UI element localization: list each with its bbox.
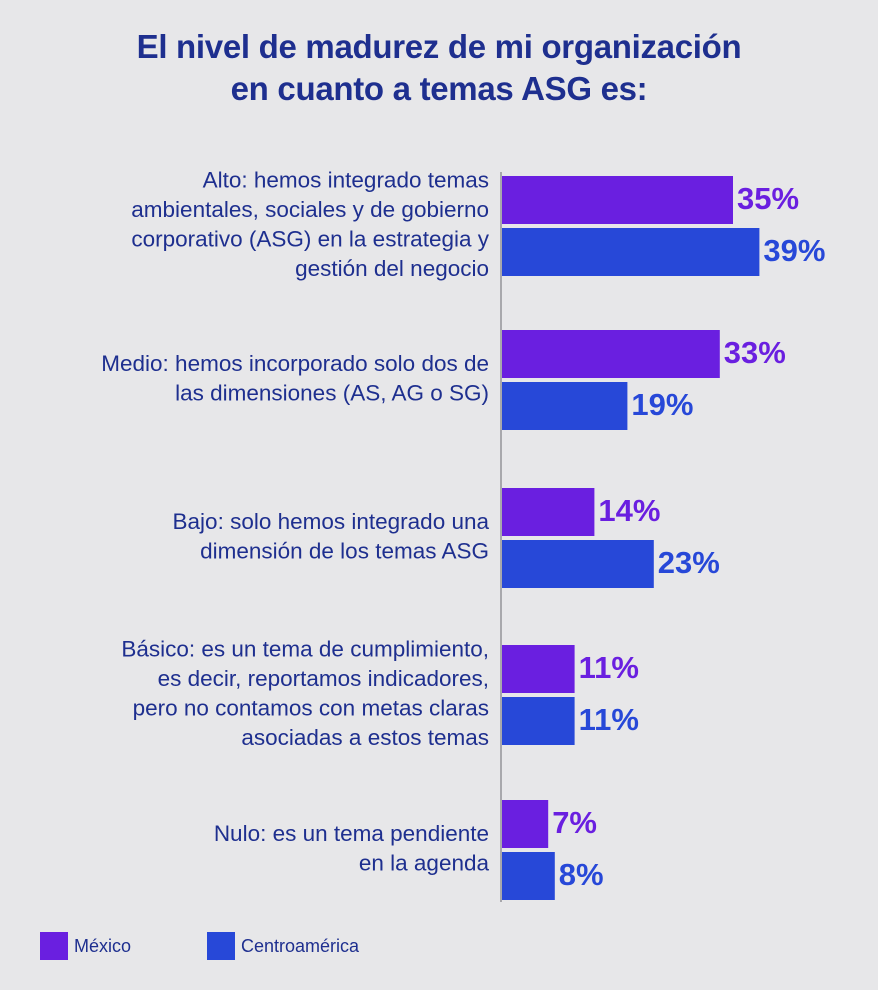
category-label: Bajo: solo hemos integrado una [173,509,490,534]
category-label: Medio: hemos incorporado solo dos de [101,351,489,376]
data-label: 11% [579,650,639,685]
data-label: 35% [737,181,799,216]
category-label: Nulo: es un tema pendiente [214,821,489,846]
legend-item-centroamerica: Centroamérica [207,932,359,960]
bar-mexico [502,330,720,378]
legend-swatch-centroamerica [207,932,236,960]
data-label: 23% [658,545,720,580]
data-label: 8% [559,857,604,892]
bar-centroamerica [502,382,628,430]
legend-label-mexico: México [74,935,132,956]
data-label: 14% [598,493,660,528]
category-label: las dimensiones (AS, AG o SG) [175,381,489,406]
bar-centroamerica [502,228,760,276]
chart-title: El nivel de madurez de mi organización e… [0,26,878,110]
legend-swatch-mexico [40,932,68,960]
bar-mexico [502,176,733,224]
category-label: ambientales, sociales y de gobierno [131,197,489,222]
category-label: es decir, reportamos indicadores, [158,666,489,691]
category-label: asociadas a estos temas [241,725,489,750]
data-label: 39% [763,233,825,268]
legend-label-centroamerica: Centroamérica [241,935,360,956]
bar-centroamerica [502,540,654,588]
category-label: gestión del negocio [295,256,489,281]
legend: México Centroamérica [40,932,435,960]
data-label: 33% [724,335,786,370]
bar-centroamerica [502,852,555,900]
chart-title-line-2: en cuanto a temas ASG es: [230,70,648,107]
category-label: pero no contamos con metas claras [133,696,489,721]
chart-title-line-1: El nivel de madurez de mi organización [136,28,742,65]
bar-mexico [502,800,549,848]
bar-mexico [502,645,575,693]
category-label: Básico: es un tema de cumplimiento, [121,637,489,662]
data-label: 7% [552,805,597,840]
data-label: 11% [579,702,639,737]
bar-centroamerica [502,697,575,745]
category-label: Alto: hemos integrado temas [203,168,489,193]
category-label: en la agenda [359,851,490,876]
bar-mexico [502,488,595,536]
category-label: corporativo (ASG) en la estrategia y [131,227,489,252]
legend-item-mexico: México [40,932,131,960]
data-label: 19% [631,387,693,422]
category-label: dimensión de los temas ASG [200,539,489,564]
